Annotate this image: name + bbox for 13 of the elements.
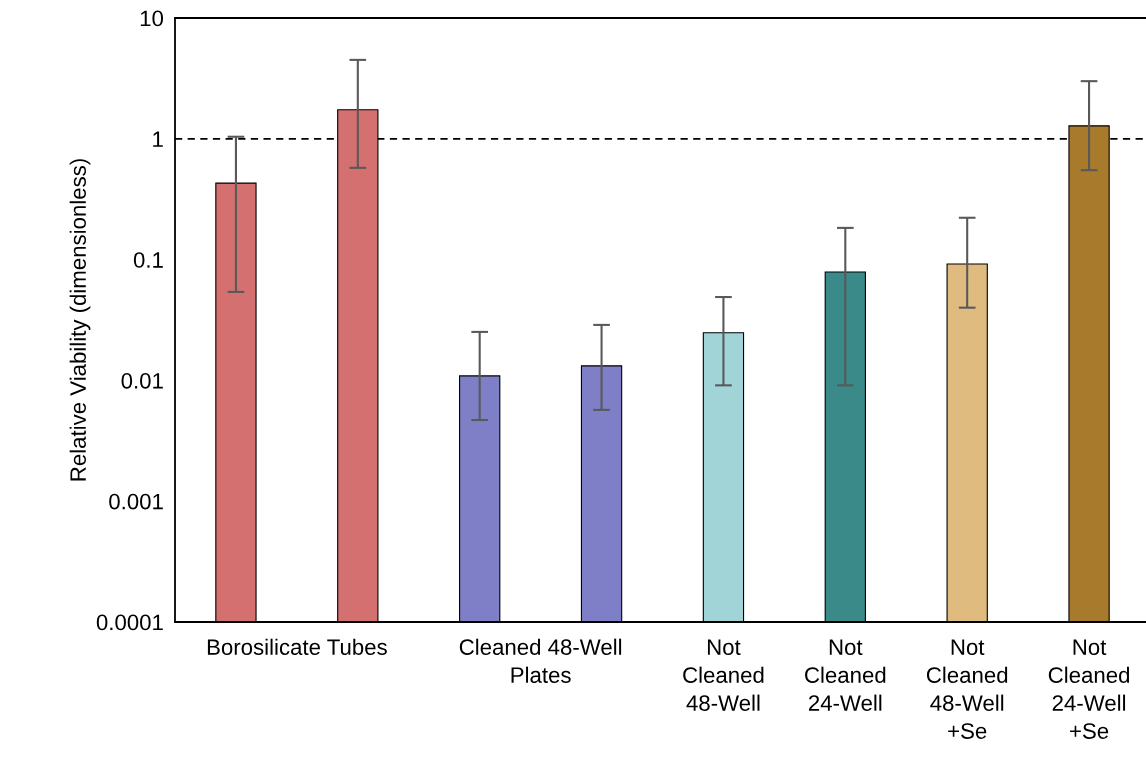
y-tick-label: 10 <box>140 10 164 27</box>
y-tick-label: 0.01 <box>121 372 163 389</box>
y-tick-label: 0.001 <box>109 493 163 510</box>
y-tick-label: 1 <box>153 131 163 147</box>
x-tick-label: Not Cleaned 24-Well +Se <box>1048 639 1130 739</box>
y-tick-label: 0.1 <box>133 252 163 268</box>
x-tick-label: Not Cleaned 24-Well <box>805 639 886 711</box>
x-tick-label: Not Cleaned 48-Well <box>683 639 764 711</box>
x-tick-label: Cleaned 48-Well Plates <box>459 638 622 683</box>
x-tick-label: Borosilicate Tubes <box>207 638 387 655</box>
y-axis-title: Relative Viability (dimensionless) <box>69 159 91 481</box>
y-tick-label: 0.0001 <box>96 614 163 631</box>
x-tick-label: Not Cleaned 48-Well +Se <box>926 639 1008 739</box>
